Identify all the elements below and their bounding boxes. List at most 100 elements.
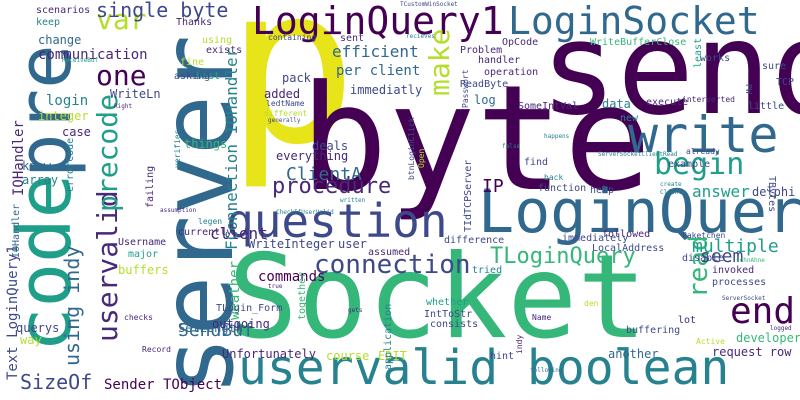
cloud-word: per client xyxy=(336,63,421,79)
cloud-word: assumption xyxy=(160,207,197,214)
cloud-word: IOHandler xyxy=(11,203,22,258)
cloud-word: written xyxy=(340,197,366,204)
cloud-word: LoginSocket xyxy=(508,0,760,43)
cloud-word: multiple xyxy=(692,236,779,257)
cloud-word: course xyxy=(326,349,370,363)
cloud-word: uservalid boolean xyxy=(238,340,730,396)
cloud-word: immediatly xyxy=(350,83,423,97)
cloud-word: IntToStr xyxy=(424,309,473,320)
cloud-word: fine xyxy=(180,57,205,68)
cloud-word: TCP xyxy=(776,77,795,88)
cloud-word: buffers xyxy=(118,263,169,277)
cloud-word: Record xyxy=(142,345,171,354)
cloud-word: procedure xyxy=(272,174,392,199)
cloud-word: difference xyxy=(444,235,505,246)
cloud-word: Right xyxy=(114,103,133,110)
cloud-word: least xyxy=(693,37,704,68)
cloud-word: everything xyxy=(276,149,349,163)
cloud-word: ledtName xyxy=(266,99,305,108)
cloud-word: SetLength xyxy=(178,321,244,335)
cloud-word: using indy xyxy=(60,245,84,366)
cloud-word: LoginQuery1 xyxy=(252,0,504,43)
cloud-word: WriteLn xyxy=(110,87,161,101)
cloud-word: SomeIntVal xyxy=(518,101,579,112)
cloud-word: generally xyxy=(268,117,301,124)
cloud-word: WriteInteger xyxy=(248,237,335,251)
cloud-word: Paketchen xyxy=(682,231,726,240)
cloud-word: logged xyxy=(770,325,792,332)
cloud-word: ServerSocket xyxy=(722,295,766,302)
cloud-word: single byte xyxy=(96,0,229,22)
cloud-word: ClientA xyxy=(660,189,686,196)
cloud-word: log xyxy=(474,93,496,107)
cloud-word: disable xyxy=(682,253,725,264)
cloud-word: processes xyxy=(712,277,767,288)
cloud-word: false xyxy=(502,143,521,150)
cloud-word: best xyxy=(196,71,221,82)
cloud-word: developer xyxy=(736,331,800,345)
cloud-word: asking xyxy=(174,71,211,82)
cloud-word: deals xyxy=(312,139,349,153)
cloud-word: legen xyxy=(198,217,223,226)
cloud-word: change xyxy=(38,33,82,47)
cloud-word: var xyxy=(96,3,147,36)
cloud-word: sent xyxy=(340,33,365,44)
cloud-word: things xyxy=(184,137,228,151)
cloud-word: gets xyxy=(348,307,363,314)
cloud-word: execute xyxy=(646,97,689,108)
cloud-word: invoked xyxy=(712,265,755,276)
cloud-word: errorCode xyxy=(65,137,76,192)
cloud-word: pack xyxy=(282,71,311,85)
cloud-word: hint xyxy=(490,351,515,362)
cloud-word: ServerSocketClientRead xyxy=(598,151,678,158)
cloud-word: seem xyxy=(700,246,744,267)
cloud-word: create xyxy=(660,181,682,188)
cloud-word: IP xyxy=(482,176,504,197)
cloud-word: Passwort xyxy=(461,69,470,108)
cloud-word: PW xyxy=(744,84,753,94)
cloud-word: scenarios xyxy=(36,5,91,16)
cloud-word: delphi xyxy=(752,185,796,199)
cloud-word: ReadByte xyxy=(460,79,509,90)
cloud-word: Unfortunately xyxy=(222,347,316,361)
cloud-word: following xyxy=(530,367,563,374)
cloud-word: ClientA xyxy=(286,164,362,185)
cloud-word: user xyxy=(338,237,367,251)
cloud-word: communication xyxy=(38,47,148,63)
cloud-word: TCustomWinSocket xyxy=(400,1,458,8)
cloud-word: verifies xyxy=(173,129,182,168)
cloud-word: major xyxy=(128,249,159,260)
cloud-word: help xyxy=(590,185,615,196)
cloud-word: Thanks xyxy=(176,17,213,28)
cloud-word: failing xyxy=(145,165,156,208)
cloud-word: know xyxy=(22,159,51,173)
cloud-word: example xyxy=(668,159,711,170)
cloud-word: consists xyxy=(430,319,479,330)
cloud-word: LocalAddress xyxy=(592,243,665,254)
cloud-word: using xyxy=(202,35,233,46)
cloud-word: client xyxy=(210,224,268,243)
cloud-word: assumed xyxy=(368,247,411,258)
cloud-word: one xyxy=(96,59,147,92)
cloud-word: operation xyxy=(484,67,539,78)
cloud-word: send xyxy=(540,0,800,144)
cloud-word: ReceiveBuf xyxy=(62,57,99,64)
cloud-word: way xyxy=(20,333,42,347)
cloud-word: whether xyxy=(426,297,469,308)
cloud-word: Problem xyxy=(460,45,503,56)
cloud-word: together xyxy=(297,271,308,320)
cloud-word: login xyxy=(46,93,89,109)
cloud-word: SizeOf xyxy=(20,370,93,394)
cloud-word: data xyxy=(602,97,631,111)
cloud-word: handler xyxy=(478,55,521,66)
cloud-word: indy xyxy=(515,334,524,354)
cloud-word: schnAhne xyxy=(736,257,765,264)
cloud-word: connection xyxy=(314,250,471,280)
cloud-word: Username xyxy=(118,237,167,248)
cloud-word: happens xyxy=(544,133,570,140)
cloud-word: find xyxy=(524,157,549,168)
cloud-word: interverted xyxy=(682,95,735,104)
cloud-word: end xyxy=(730,291,796,332)
cloud-word: precode xyxy=(91,93,124,212)
